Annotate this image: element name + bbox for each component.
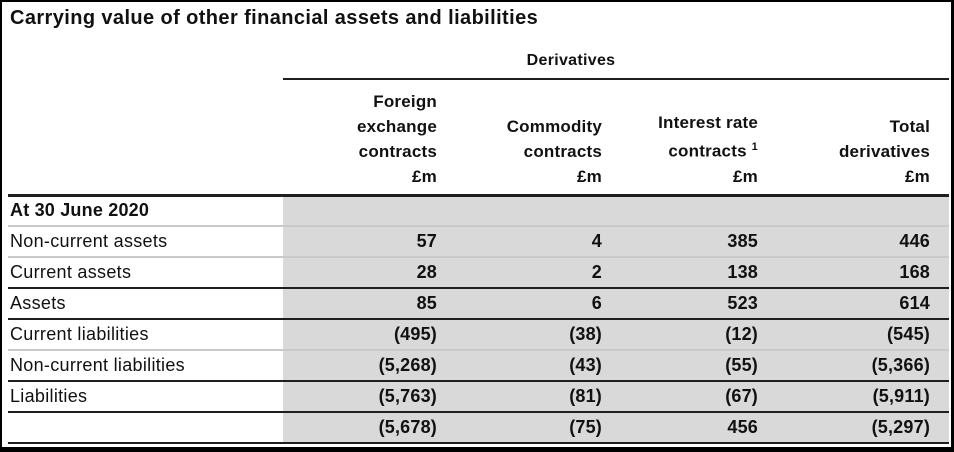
table-row: Non-current assets 57 4 385 446 <box>8 226 950 258</box>
row-label: Non-current liabilities <box>8 350 283 382</box>
column-header-commodity-contracts: Commodity contracts £m <box>452 79 617 197</box>
cell-value: 85 <box>283 288 452 320</box>
cell-value: 456 <box>617 412 773 444</box>
column-header-interest-rate-contracts: Interest rate contracts 1 £m <box>617 79 773 197</box>
cell-value <box>773 195 950 227</box>
derivatives-group-header: Derivatives <box>283 42 950 80</box>
financial-table: Derivatives Foreign exchange contracts £… <box>8 42 950 444</box>
row-label: Current assets <box>8 257 283 289</box>
cell-value: (545) <box>773 319 950 351</box>
cell-value <box>452 195 617 227</box>
row-label: Liabilities <box>8 381 283 413</box>
table-row: Current liabilities (495) (38) (12) (545… <box>8 319 950 351</box>
column-header-unit: £m <box>905 166 931 186</box>
page-title: Carrying value of other financial assets… <box>10 7 539 29</box>
cell-value: (5,763) <box>283 381 452 413</box>
cell-value: 523 <box>617 288 773 320</box>
cell-value: 614 <box>773 288 950 320</box>
cell-value: (43) <box>452 350 617 382</box>
column-header-total-derivatives: Total derivatives £m <box>773 79 950 197</box>
cell-value: 446 <box>773 226 950 258</box>
column-header-unit: £m <box>412 166 437 186</box>
section-header-row: At 30 June 2020 <box>8 195 950 227</box>
row-label: Current liabilities <box>8 319 283 351</box>
column-header-line: contracts <box>358 141 437 161</box>
cell-value: (81) <box>452 381 617 413</box>
cell-value: (67) <box>617 381 773 413</box>
footnote-marker: 1 <box>751 140 758 153</box>
column-header-unit: £m <box>733 166 758 186</box>
column-header-line: Foreign <box>373 91 437 111</box>
cell-value: 57 <box>283 226 452 258</box>
cell-value: (5,678) <box>283 412 452 444</box>
cell-value: (5,911) <box>773 381 950 413</box>
cell-value: 28 <box>283 257 452 289</box>
spacer-cell <box>8 79 283 197</box>
group-header-row: Derivatives <box>8 42 950 80</box>
cell-value <box>283 195 452 227</box>
cell-value: (75) <box>452 412 617 444</box>
row-label: Assets <box>8 288 283 320</box>
table-row-total: (5,678) (75) 456 (5,297) <box>8 412 950 444</box>
column-header-line: exchange <box>356 116 437 136</box>
spacer-cell <box>8 42 283 79</box>
cell-value: 138 <box>617 257 773 289</box>
column-header-text: contracts <box>668 141 747 161</box>
cell-value: (495) <box>283 319 452 351</box>
cell-value: 385 <box>617 226 773 258</box>
cell-value <box>617 195 773 227</box>
column-header-unit: £m <box>577 166 602 186</box>
row-label <box>8 412 283 444</box>
column-header-line: Total <box>889 116 931 136</box>
column-header-line: Commodity <box>506 116 602 136</box>
cell-value: 6 <box>452 288 617 320</box>
column-header-foreign-exchange-contracts: Foreign exchange contracts £m <box>283 79 452 197</box>
cell-value: (5,366) <box>773 350 950 382</box>
cell-value: (55) <box>617 350 773 382</box>
section-label: At 30 June 2020 <box>8 195 283 227</box>
table-row: Assets 85 6 523 614 <box>8 288 950 320</box>
cell-value: 4 <box>452 226 617 258</box>
cell-value: (5,268) <box>283 350 452 382</box>
column-header-line: contracts 1 <box>617 135 758 164</box>
column-header-line: Interest rate <box>658 112 758 132</box>
cell-value: 168 <box>773 257 950 289</box>
column-header-row: Foreign exchange contracts £m Commodity … <box>8 79 950 197</box>
cell-value: (38) <box>452 319 617 351</box>
cell-value: (12) <box>617 319 773 351</box>
column-header-line: derivatives <box>838 141 931 161</box>
column-header-line: contracts <box>523 141 602 161</box>
row-label: Non-current assets <box>8 226 283 258</box>
cell-value: 2 <box>452 257 617 289</box>
table-row: Non-current liabilities (5,268) (43) (55… <box>8 350 950 382</box>
cell-value: (5,297) <box>773 412 950 444</box>
table-row: Liabilities (5,763) (81) (67) (5,911) <box>8 381 950 413</box>
table-row: Current assets 28 2 138 168 <box>8 257 950 289</box>
